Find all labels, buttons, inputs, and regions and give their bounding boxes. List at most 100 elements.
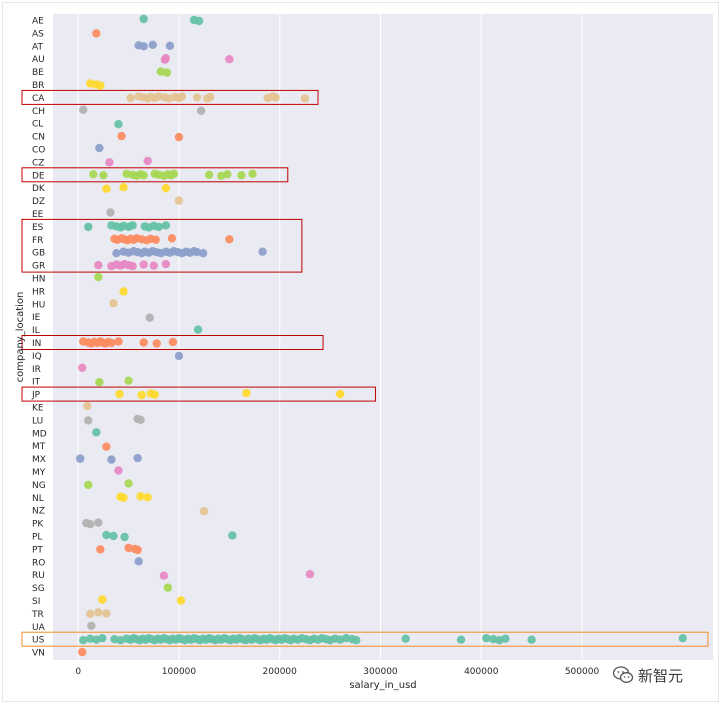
y-tick-md: MD — [32, 429, 47, 439]
point-il-0 — [193, 325, 203, 334]
y-tick-iq: IQ — [32, 352, 42, 362]
x-axis-label: salary_in_usd — [349, 680, 416, 691]
y-tick-pt: PT — [32, 545, 43, 555]
point-iq-0 — [174, 351, 184, 361]
y-tick-mx: MX — [32, 455, 46, 465]
point-de-15 — [223, 170, 232, 179]
point-be-1 — [162, 68, 172, 77]
point-cn-0 — [117, 131, 126, 141]
point-ie-0 — [145, 313, 154, 322]
point-mx-1 — [107, 455, 116, 464]
point-fr-12 — [167, 234, 177, 243]
point-de-12 — [169, 169, 179, 178]
y-tick-de: DE — [32, 171, 45, 181]
point-ru-0 — [159, 571, 169, 580]
y-tick-si: SI — [32, 597, 40, 607]
y-tick-us: US — [32, 636, 45, 646]
y-tick-ng: NG — [32, 481, 46, 491]
point-ee-0 — [106, 208, 115, 217]
y-tick-fr: FR — [32, 236, 43, 246]
point-tr-1 — [94, 608, 103, 617]
y-tick-mt: MT — [32, 442, 46, 452]
point-es-6 — [128, 221, 137, 230]
highlight-box-ca — [21, 89, 319, 105]
point-pl-3 — [228, 531, 237, 540]
point-us-83 — [678, 634, 687, 643]
y-tick-cn: CN — [32, 133, 45, 143]
highlight-box-jp — [21, 386, 376, 402]
point-mt-0 — [102, 442, 111, 451]
point-au-2 — [225, 55, 234, 64]
y-tick-ie: IE — [32, 313, 41, 323]
data-points — [76, 14, 687, 657]
y-tick-gb: GB — [32, 249, 45, 259]
x-tick-4: 400000 — [464, 667, 499, 677]
point-us-78 — [482, 634, 491, 643]
highlight-boxes — [21, 89, 709, 647]
y-tick-as: AS — [32, 29, 44, 39]
point-lu-0 — [84, 416, 93, 425]
y-tick-es: ES — [32, 223, 44, 233]
y-tick-dz: DZ — [32, 197, 45, 207]
point-cn-1 — [174, 132, 184, 142]
point-de-16 — [237, 171, 246, 180]
point-nl-1 — [119, 493, 128, 502]
y-tick-br: BR — [32, 81, 44, 91]
x-tick-2: 200000 — [263, 667, 298, 677]
point-ro-0 — [134, 557, 143, 566]
point-us-76 — [401, 634, 410, 643]
y-tick-cz: CZ — [32, 158, 44, 168]
point-de-1 — [99, 171, 108, 180]
point-gb-0 — [112, 249, 121, 258]
point-in-10 — [114, 337, 123, 346]
point-pl-0 — [102, 530, 111, 540]
point-in-11 — [139, 338, 148, 347]
point-pl-1 — [109, 531, 118, 541]
point-pt-0 — [96, 545, 105, 554]
point-us-3 — [98, 634, 107, 643]
point-gb-20 — [198, 249, 208, 258]
point-it-1 — [124, 376, 133, 385]
point-tr-0 — [86, 609, 95, 619]
point-ca-12 — [192, 93, 202, 102]
y-tick-pk: PK — [32, 520, 44, 530]
point-si-0 — [98, 595, 107, 604]
point-de-0 — [89, 170, 98, 179]
y-axis-label: company_location — [15, 292, 26, 383]
point-cz-1 — [143, 156, 152, 166]
point-ua-0 — [87, 621, 96, 630]
point-us-75 — [352, 636, 361, 645]
y-tick-ro: RO — [32, 558, 45, 568]
y-tick-labels: AE AS AT AU BE BR CA CH CL CN CO CZ DE DK DZ EE ES FR GB GR… — [31, 17, 47, 659]
point-hu-0 — [109, 299, 118, 308]
point-nl-3 — [143, 493, 152, 502]
y-tick-nl: NL — [32, 494, 44, 504]
point-vn-0 — [78, 647, 87, 657]
point-ae-0 — [139, 14, 148, 24]
point-pl-2 — [120, 532, 129, 542]
y-tick-in: IN — [32, 339, 41, 349]
point-ca-14 — [205, 92, 215, 102]
point-au-1 — [161, 54, 171, 63]
point-gr-0 — [94, 260, 103, 270]
point-mx-0 — [76, 454, 85, 463]
point-us-81 — [501, 634, 510, 643]
x-tick-0: 0 — [75, 667, 81, 677]
point-jp-3 — [150, 390, 159, 399]
y-tick-sg: SG — [32, 584, 45, 594]
point-at-1 — [139, 42, 148, 51]
point-ca-11 — [177, 92, 187, 101]
point-us-77 — [456, 635, 466, 644]
y-tick-at: AT — [32, 42, 43, 52]
point-it-0 — [95, 378, 104, 387]
point-es-0 — [84, 222, 93, 232]
point-ca-18 — [300, 94, 310, 103]
y-tick-my: MY — [32, 468, 46, 478]
point-mx-2 — [133, 453, 142, 463]
point-ru-1 — [305, 570, 315, 579]
y-tick-hu: HU — [32, 300, 45, 310]
point-in-9 — [107, 338, 116, 348]
point-dk-1 — [119, 183, 128, 192]
point-nz-0 — [199, 507, 209, 516]
point-jp-4 — [242, 388, 251, 398]
